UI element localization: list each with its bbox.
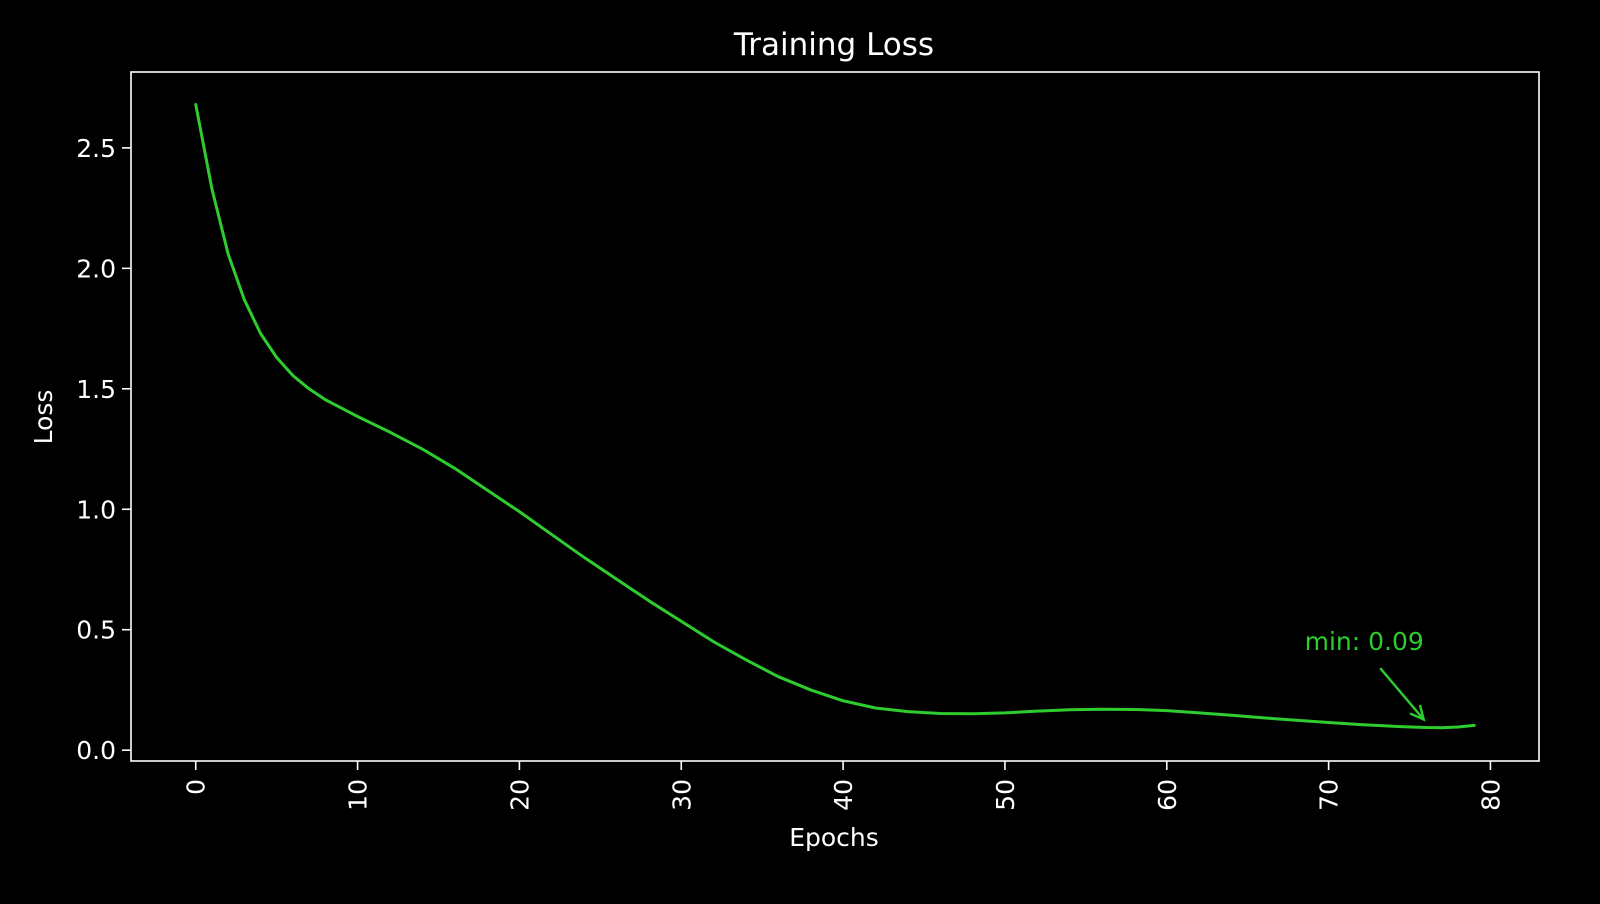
x-tick-label: 80 bbox=[1476, 779, 1505, 811]
x-axis-label: Epochs bbox=[789, 823, 879, 852]
x-tick-label: 60 bbox=[1153, 779, 1182, 811]
min-annotation-label: min: 0.09 bbox=[1305, 627, 1424, 656]
chart-title: Training Loss bbox=[733, 27, 934, 63]
x-tick-label: 50 bbox=[991, 779, 1020, 811]
y-tick-label: 0.0 bbox=[76, 736, 116, 765]
x-tick-label: 70 bbox=[1315, 779, 1344, 811]
min-annotation-arrowhead bbox=[1409, 704, 1426, 722]
y-tick-label: 2.0 bbox=[76, 254, 116, 283]
plot-area-frame bbox=[130, 71, 1540, 762]
y-tick-label: 1.5 bbox=[76, 375, 116, 404]
y-tick-label: 1.0 bbox=[76, 495, 116, 524]
x-tick-label: 20 bbox=[505, 779, 534, 811]
annotation-layer: min: 0.09 bbox=[1305, 627, 1426, 722]
y-axis: 0.0 0.5 1.0 1.5 2.0 2.5 bbox=[76, 134, 131, 765]
x-axis: 0 10 20 30 40 50 60 70 80 bbox=[182, 761, 1505, 811]
x-tick-label: 0 bbox=[182, 779, 211, 795]
x-tick-label: 40 bbox=[829, 779, 858, 811]
min-annotation-arrow bbox=[1379, 667, 1425, 721]
loss-series-line bbox=[194, 103, 1476, 730]
y-tick-label: 2.5 bbox=[76, 134, 116, 163]
x-tick-label: 30 bbox=[667, 779, 696, 811]
y-tick-label: 0.5 bbox=[76, 616, 116, 645]
series-layer bbox=[194, 103, 1476, 730]
y-axis-label: Loss bbox=[29, 390, 58, 445]
x-tick-label: 10 bbox=[344, 779, 373, 811]
